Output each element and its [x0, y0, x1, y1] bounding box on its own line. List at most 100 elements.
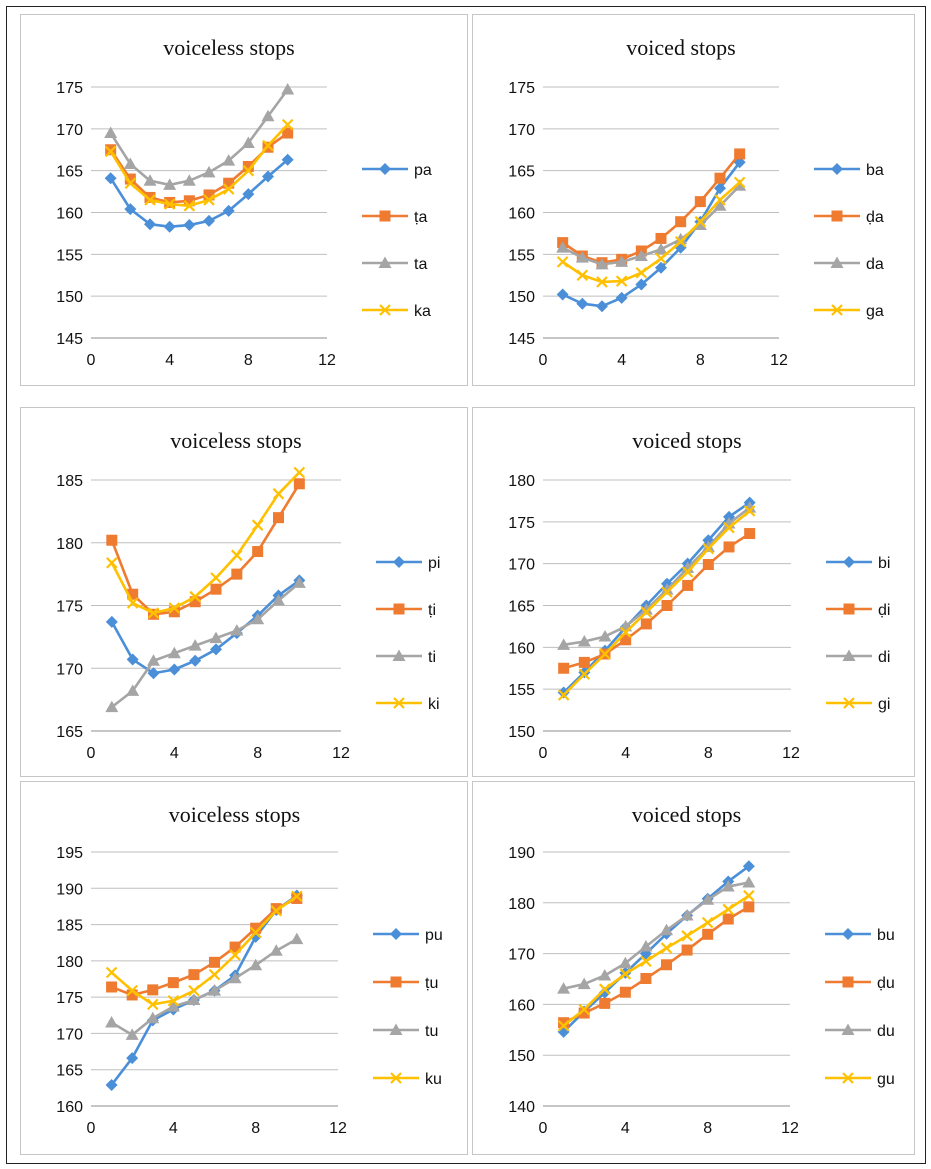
legend-label: ḍu	[877, 975, 895, 992]
data-point-du	[660, 923, 673, 936]
data-point-tu	[166, 1000, 180, 1012]
data-point-ki	[126, 597, 139, 609]
data-point-ṭu	[167, 977, 179, 989]
legend-item-ga: ga	[814, 303, 884, 320]
data-point-du	[639, 939, 653, 952]
y-tick-label: 165	[508, 164, 535, 181]
data-point-ḍu	[702, 928, 714, 940]
data-point-ki	[106, 557, 118, 569]
data-point-ṭu	[291, 892, 303, 904]
data-point-ka	[242, 164, 255, 177]
data-point-ta	[202, 165, 216, 178]
x-tick-label: 12	[781, 1120, 799, 1137]
series-line-du	[563, 881, 750, 990]
legend-marker	[393, 697, 405, 709]
data-point-ku	[208, 968, 221, 981]
data-point-ki	[231, 549, 243, 562]
y-tick-label: 180	[56, 536, 83, 553]
series-pa	[104, 153, 294, 233]
legend-item-gi: gi	[826, 696, 890, 713]
series-line-pa	[109, 158, 289, 229]
data-point-ti	[209, 631, 223, 644]
data-point-gi	[599, 648, 611, 660]
y-tick-label: 145	[508, 331, 535, 348]
legend-marker	[379, 163, 391, 175]
data-point-ga	[714, 194, 726, 206]
legend-label: ṭi	[428, 602, 436, 619]
legend-item-ṭu: ṭu	[373, 975, 438, 992]
data-point-ṭa	[223, 177, 235, 189]
data-point-ga	[694, 215, 707, 228]
y-tick-label: 165	[56, 164, 83, 181]
legend-item-pi: pi	[376, 555, 440, 572]
y-tick-label: 150	[56, 289, 83, 306]
data-point-ṭi	[293, 478, 305, 490]
data-point-pa	[183, 219, 196, 232]
data-point-tu	[125, 1028, 139, 1040]
data-point-ḍu	[640, 972, 652, 984]
data-point-gi	[661, 586, 673, 598]
data-point-di	[660, 583, 674, 595]
series-ka	[104, 118, 294, 212]
legend-item-ḍi: ḍi	[826, 602, 890, 619]
data-point-da	[654, 242, 668, 255]
series-line-ḍi	[563, 532, 751, 670]
series-line-da	[562, 184, 741, 266]
legend-marker	[393, 556, 405, 568]
data-point-gi	[619, 626, 632, 639]
y-tick-label: 180	[508, 896, 535, 913]
data-point-ḍi	[620, 634, 632, 646]
series-ṭu	[106, 892, 303, 1001]
data-point-ki	[168, 602, 181, 614]
data-point-ka	[124, 177, 137, 189]
data-point-ṭi	[210, 583, 222, 595]
data-point-tu	[208, 984, 221, 996]
data-point-tu	[249, 958, 263, 971]
data-point-du	[557, 982, 571, 994]
data-point-gi	[743, 505, 756, 517]
data-point-gi	[702, 542, 715, 555]
data-point-da	[713, 199, 727, 211]
legend-label: bi	[878, 555, 890, 572]
data-point-pa	[144, 218, 156, 231]
data-point-ki	[210, 572, 222, 584]
data-point-bu	[598, 986, 611, 999]
chart-title: voiceless stops	[170, 428, 301, 453]
data-point-ga	[655, 252, 667, 265]
data-point-ga	[635, 266, 648, 279]
data-point-pi	[147, 667, 160, 680]
data-point-ti	[272, 593, 285, 606]
data-point-di	[639, 603, 653, 615]
data-point-ku	[291, 890, 303, 903]
legend-item-di: di	[826, 649, 890, 666]
chart-panel-2: voiced stops 145 150 155 160 165 170 175 0 4 8 12 ba…	[472, 14, 915, 386]
data-point-da	[595, 257, 609, 270]
y-tick-label: 170	[56, 661, 83, 678]
legend-marker	[831, 304, 843, 316]
data-point-ga	[674, 236, 687, 248]
data-point-di	[598, 629, 612, 642]
x-tick-label: 8	[253, 745, 262, 762]
data-point-da	[693, 218, 707, 231]
data-point-pa	[163, 220, 176, 233]
y-tick-label: 175	[56, 80, 83, 97]
legend-item-ḍu: ḍu	[825, 975, 895, 992]
y-tick-label: 140	[508, 1099, 535, 1116]
data-point-ga	[556, 256, 569, 268]
data-point-ku	[105, 966, 118, 979]
y-tick-label: 160	[508, 206, 535, 223]
x-tick-label: 4	[621, 745, 630, 762]
data-point-ḍa	[655, 232, 667, 244]
legend-label: tu	[425, 1023, 438, 1040]
data-point-pa	[104, 172, 117, 185]
y-tick-label: 170	[508, 557, 535, 574]
legend-marker	[379, 304, 391, 316]
data-point-pi	[189, 654, 202, 667]
data-point-gu	[578, 1003, 590, 1016]
data-point-ka	[262, 139, 274, 152]
data-point-ki	[189, 590, 201, 603]
data-point-ḍi	[661, 600, 673, 611]
y-tick-label: 145	[56, 331, 83, 348]
data-point-gu	[743, 889, 755, 902]
data-point-ḍu	[661, 959, 672, 971]
